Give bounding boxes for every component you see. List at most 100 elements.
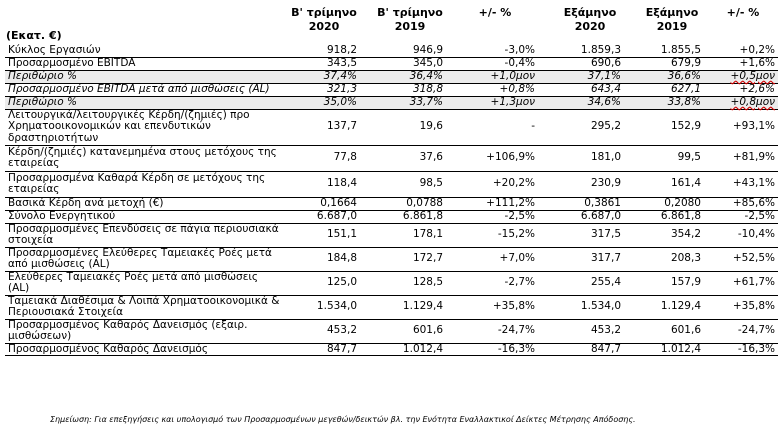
- cell-value: 918,2: [326, 44, 357, 56]
- cell-value: +61,7%: [732, 276, 775, 289]
- cell-value: -16,3%: [497, 342, 535, 355]
- cell-value: 137,7: [326, 120, 357, 133]
- cell-value: 1.534,0: [580, 300, 621, 313]
- cell-value: 1.012,4: [402, 342, 443, 355]
- row-label: Προσαρμοσμένος Καθαρός Δανεισμός: [8, 342, 208, 355]
- cell-value: 1.129,4: [402, 300, 443, 313]
- cell-value: 37,1%: [587, 69, 621, 82]
- cell-value: +1,6%: [739, 56, 775, 69]
- cell-value: 33,7%: [409, 95, 443, 108]
- column-header-line2: 2019: [394, 20, 426, 33]
- cell-value: 0,2080: [664, 196, 701, 209]
- cell-value: 679,9: [670, 56, 701, 69]
- cell-value: +43,1%: [732, 177, 775, 190]
- table-row: Προσαρμοσμένες Επενδύσεις σε πάγια περιο…: [5, 223, 778, 247]
- column-header-h1-2020: Εξάμηνο 2020: [560, 6, 620, 34]
- cell-value: 230,9: [590, 177, 621, 190]
- row-label: Προσαρμοσμένα Καθαρά Κέρδη σε μετόχους τ…: [8, 171, 266, 195]
- cell-value: -2,5%: [504, 209, 535, 222]
- table-row: Βασικά Κέρδη ανά μετοχή (€) 0,1664 0,0788 +…: [5, 197, 778, 210]
- cell-value: 847,7: [326, 342, 357, 355]
- cell-value: +2,6%: [739, 82, 775, 95]
- cell-value: 36,6%: [667, 69, 701, 82]
- table-row: Προσαρμοσμένος Καθαρός Δανεισμός (εξαιρ.…: [5, 319, 778, 343]
- column-header-change-q2: +/- %: [470, 6, 520, 20]
- cell-value: 0,1664: [320, 196, 357, 209]
- table-row: Προσαρμοσμένος Καθαρός Δανεισμός 847,7 1.0…: [5, 343, 778, 356]
- cell-value: +106,9%: [486, 151, 535, 164]
- cell-value: -16,3%: [737, 342, 775, 355]
- cell-value: 1.012,4: [660, 342, 701, 355]
- cell-value: 33,8%: [667, 95, 701, 108]
- cell-value: 77,8: [333, 151, 357, 164]
- cell-value: +52,5%: [732, 252, 775, 265]
- table-row: Περιθώριο % 35,0% 33,7% +1,3μον 34,6% 33,8% +0…: [5, 96, 778, 109]
- cell-value: 0,0788: [406, 196, 443, 209]
- column-header-h1-2019: Εξάμηνο 2019: [642, 6, 702, 34]
- table-row: Προσαρμοσμένο EBITDA μετά από μισθώσεις …: [5, 83, 778, 96]
- footnote: Σημείωση: Για επεξηγήσεις και υπολογισμό…: [50, 415, 636, 424]
- cell-value: 151,1: [326, 228, 357, 241]
- cell-value: 317,5: [590, 228, 621, 241]
- cell-value: 453,2: [326, 324, 357, 337]
- column-header-line1: +/- %: [726, 6, 760, 19]
- cell-value: 1.534,0: [316, 300, 357, 313]
- table-row: Προσαρμοσμένες Ελεύθερες Ταμειακές Ροές …: [5, 247, 778, 271]
- cell-value: 34,6%: [587, 95, 621, 108]
- cell-value: 36,4%: [409, 69, 443, 82]
- cell-value: 354,2: [670, 228, 701, 241]
- cell-value: 6.861,8: [402, 209, 443, 222]
- cell-value: 19,6: [419, 120, 443, 133]
- table-row: Σύνολο Ενεργητικού 6.687,0 6.861,8 -2,5% 6.6…: [5, 210, 778, 223]
- column-header-q2-2019: Β' τρίμηνο 2019: [376, 6, 444, 34]
- column-header-line2: 2020: [308, 20, 340, 33]
- cell-value: 118,4: [326, 177, 357, 190]
- table-row: Ταμειακά Διαθέσιμα & Λοιπά Χρηματοοικονο…: [5, 295, 778, 319]
- column-header-line1: Εξάμηνο: [645, 6, 699, 19]
- cell-value: -2,7%: [504, 276, 535, 289]
- cell-value: 37,6: [419, 151, 443, 164]
- cell-value: +0,5μον: [704, 70, 778, 83]
- table-row: Περιθώριο % 37,4% 36,4% +1,0μον 37,1% 36,6% +0…: [5, 70, 778, 83]
- row-label: Προσαρμοσμένες Επενδύσεις σε πάγια περιο…: [8, 222, 279, 246]
- cell-value: +35,8%: [732, 300, 775, 313]
- cell-value: +35,8%: [492, 300, 535, 313]
- column-header-line1: Β' τρίμηνο: [291, 6, 357, 19]
- cell-value: -: [531, 120, 535, 133]
- cell-value: 125,0: [326, 276, 357, 289]
- cell-value: 157,9: [670, 276, 701, 289]
- cell-value: 181,0: [590, 151, 621, 164]
- cell-value: +0,2%: [739, 44, 775, 56]
- cell-value: 453,2: [590, 324, 621, 337]
- cell-value: 0,3861: [584, 196, 621, 209]
- cell-value: 627,1: [670, 82, 701, 95]
- cell-value: 98,5: [419, 177, 443, 190]
- cell-value: 35,0%: [323, 95, 357, 108]
- row-label: Προσαρμοσμένο EBITDA: [8, 56, 136, 69]
- cell-value-text: +0,5μον: [730, 69, 775, 82]
- cell-value: +20,2%: [492, 177, 535, 190]
- column-header-line2: 2019: [656, 20, 688, 33]
- cell-value: -2,5%: [744, 209, 775, 222]
- cell-value: 37,4%: [323, 69, 357, 82]
- row-label: Περιθώριο %: [8, 95, 77, 108]
- cell-value: -0,4%: [504, 56, 535, 69]
- cell-value: +0,8%: [499, 82, 535, 95]
- cell-value: 255,4: [590, 276, 621, 289]
- cell-value: 161,4: [670, 177, 701, 190]
- column-header-change-h1: +/- %: [718, 6, 768, 20]
- row-label: Ελεύθερες Ταμειακές Ροές μετά από μισθώσ…: [8, 270, 259, 294]
- column-header-line2: 2020: [574, 20, 606, 33]
- cell-value: +7,0%: [499, 252, 535, 265]
- column-header-line1: Β' τρίμηνο: [377, 6, 443, 19]
- cell-value: 345,0: [412, 56, 443, 69]
- cell-value: +1,3μον: [490, 95, 535, 108]
- row-label: Περιθώριο %: [8, 69, 77, 82]
- row-label: Προσαρμοσμένο EBITDA μετά από μισθώσεις …: [8, 82, 270, 95]
- cell-value: +111,2%: [486, 196, 535, 209]
- cell-value: +85,6%: [732, 196, 775, 209]
- cell-value: -15,2%: [497, 228, 535, 241]
- column-header-q2-2020: Β' τρίμηνο 2020: [290, 6, 358, 34]
- cell-value: +81,9%: [732, 151, 775, 164]
- cell-value: 946,9: [412, 44, 443, 56]
